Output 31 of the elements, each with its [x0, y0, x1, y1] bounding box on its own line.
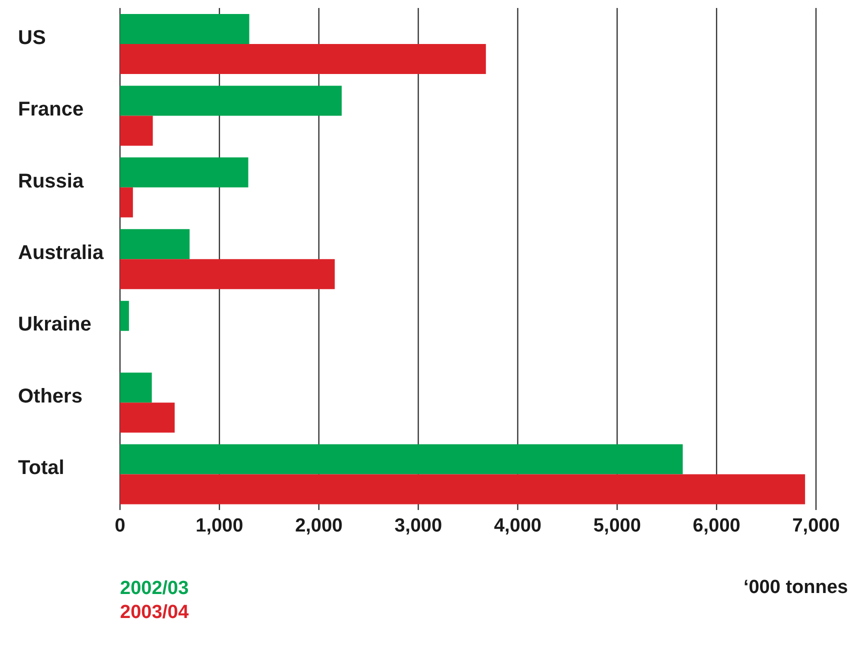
bar [120, 474, 806, 504]
bar [120, 157, 248, 188]
y-tick-label: Russia [18, 170, 84, 192]
bar [120, 259, 335, 290]
y-tick-label: US [18, 26, 46, 49]
bar [120, 300, 129, 331]
bar [120, 372, 152, 403]
y-tick-label: Total [18, 457, 64, 480]
x-axis-title: ‘000 tonnes [743, 577, 848, 599]
y-tick-label: Others [18, 385, 82, 408]
y-tick-label: France [18, 98, 84, 121]
bar [120, 229, 190, 260]
bar [120, 402, 175, 433]
bar [120, 444, 683, 474]
x-tick-label: 5,000 [593, 515, 641, 536]
text: 2002/03 [120, 577, 189, 601]
text: 2003/04 [120, 601, 189, 625]
y-tick-label: Ukraine [18, 314, 92, 336]
bar [120, 116, 153, 146]
bar [120, 86, 342, 116]
x-tick-label: 1,000 [196, 515, 244, 536]
x-tick-label: 6,000 [692, 515, 740, 536]
bar [120, 14, 250, 44]
bar [120, 187, 133, 218]
x-tick-label: 4,000 [494, 515, 542, 536]
bar [120, 44, 486, 74]
x-tick-label: 7,000 [792, 515, 840, 536]
x-tick-label: 2,000 [295, 515, 343, 536]
y-tick-label: Australia [18, 242, 104, 264]
x-tick-label: 3,000 [394, 515, 442, 536]
x-tick-label: 0 [114, 515, 126, 536]
